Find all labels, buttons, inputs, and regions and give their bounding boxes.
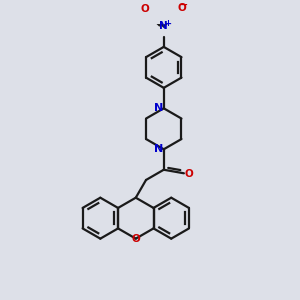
Text: O: O [140,4,149,14]
Text: N: N [154,144,163,154]
Text: N: N [154,103,163,113]
Text: O: O [184,169,193,179]
Text: N: N [159,21,168,32]
Text: O: O [178,3,186,13]
Text: O: O [131,234,140,244]
Text: +: + [164,19,171,28]
Text: −: − [180,0,188,10]
